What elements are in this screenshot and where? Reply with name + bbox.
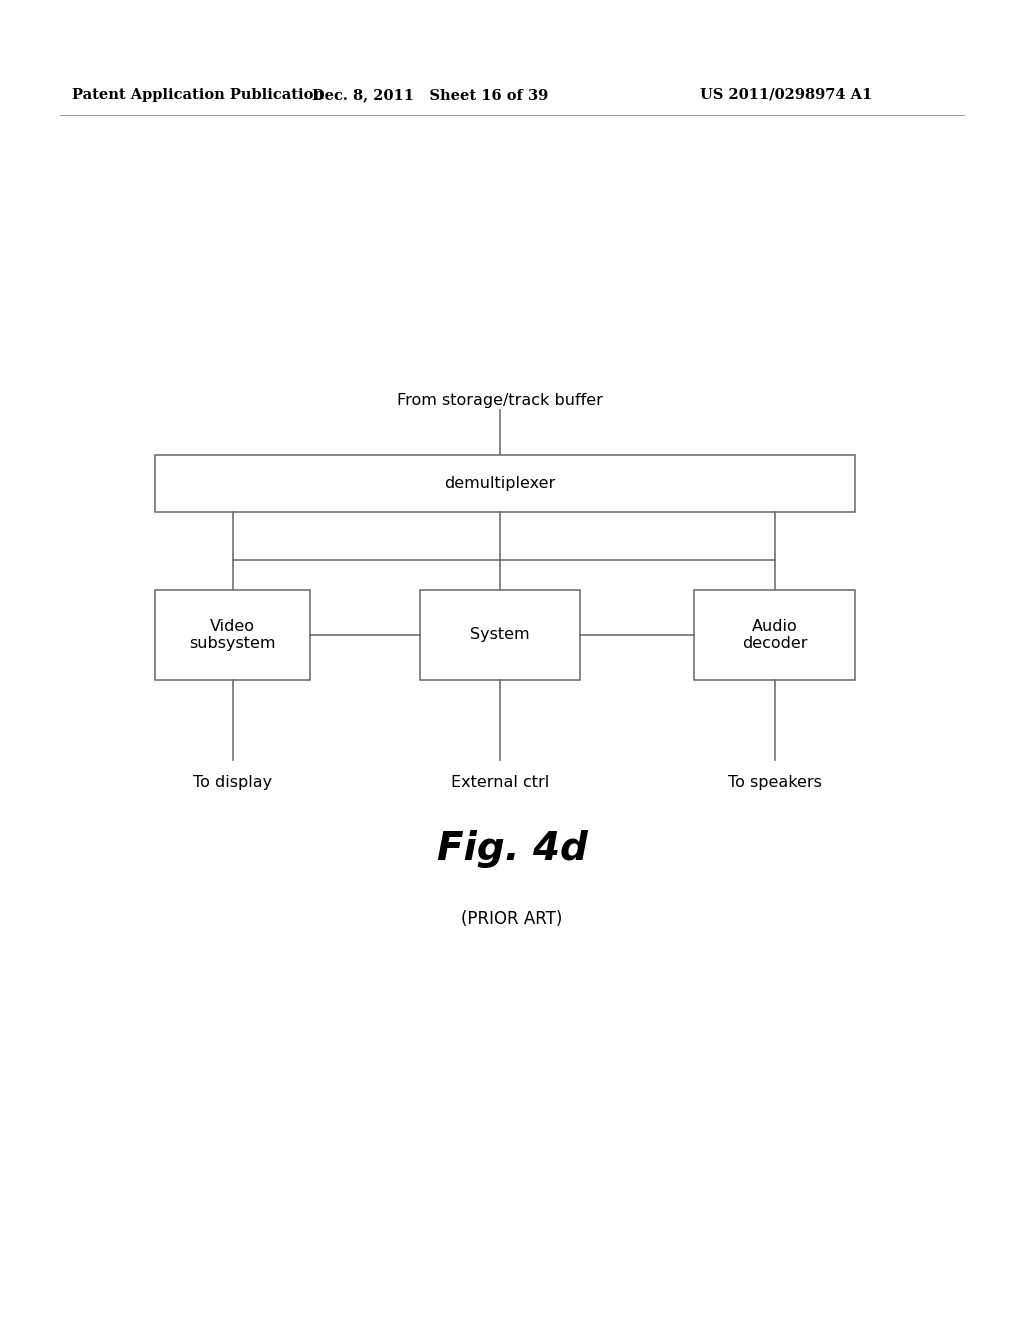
- Text: From storage/track buffer: From storage/track buffer: [397, 393, 603, 408]
- Text: (PRIOR ART): (PRIOR ART): [462, 909, 562, 928]
- Text: demultiplexer: demultiplexer: [444, 477, 556, 491]
- Text: Dec. 8, 2011   Sheet 16 of 39: Dec. 8, 2011 Sheet 16 of 39: [312, 88, 548, 102]
- FancyBboxPatch shape: [155, 455, 855, 512]
- Text: Video
subsystem: Video subsystem: [189, 619, 275, 651]
- FancyBboxPatch shape: [420, 590, 580, 680]
- Text: Patent Application Publication: Patent Application Publication: [72, 88, 324, 102]
- FancyBboxPatch shape: [155, 590, 310, 680]
- Text: To display: To display: [193, 775, 272, 789]
- Text: Fig. 4d: Fig. 4d: [436, 830, 588, 869]
- Text: Audio
decoder: Audio decoder: [741, 619, 807, 651]
- FancyBboxPatch shape: [694, 590, 855, 680]
- Text: To speakers: To speakers: [728, 775, 821, 789]
- Text: External ctrl: External ctrl: [451, 775, 549, 789]
- Text: System: System: [470, 627, 529, 643]
- Text: US 2011/0298974 A1: US 2011/0298974 A1: [700, 88, 872, 102]
